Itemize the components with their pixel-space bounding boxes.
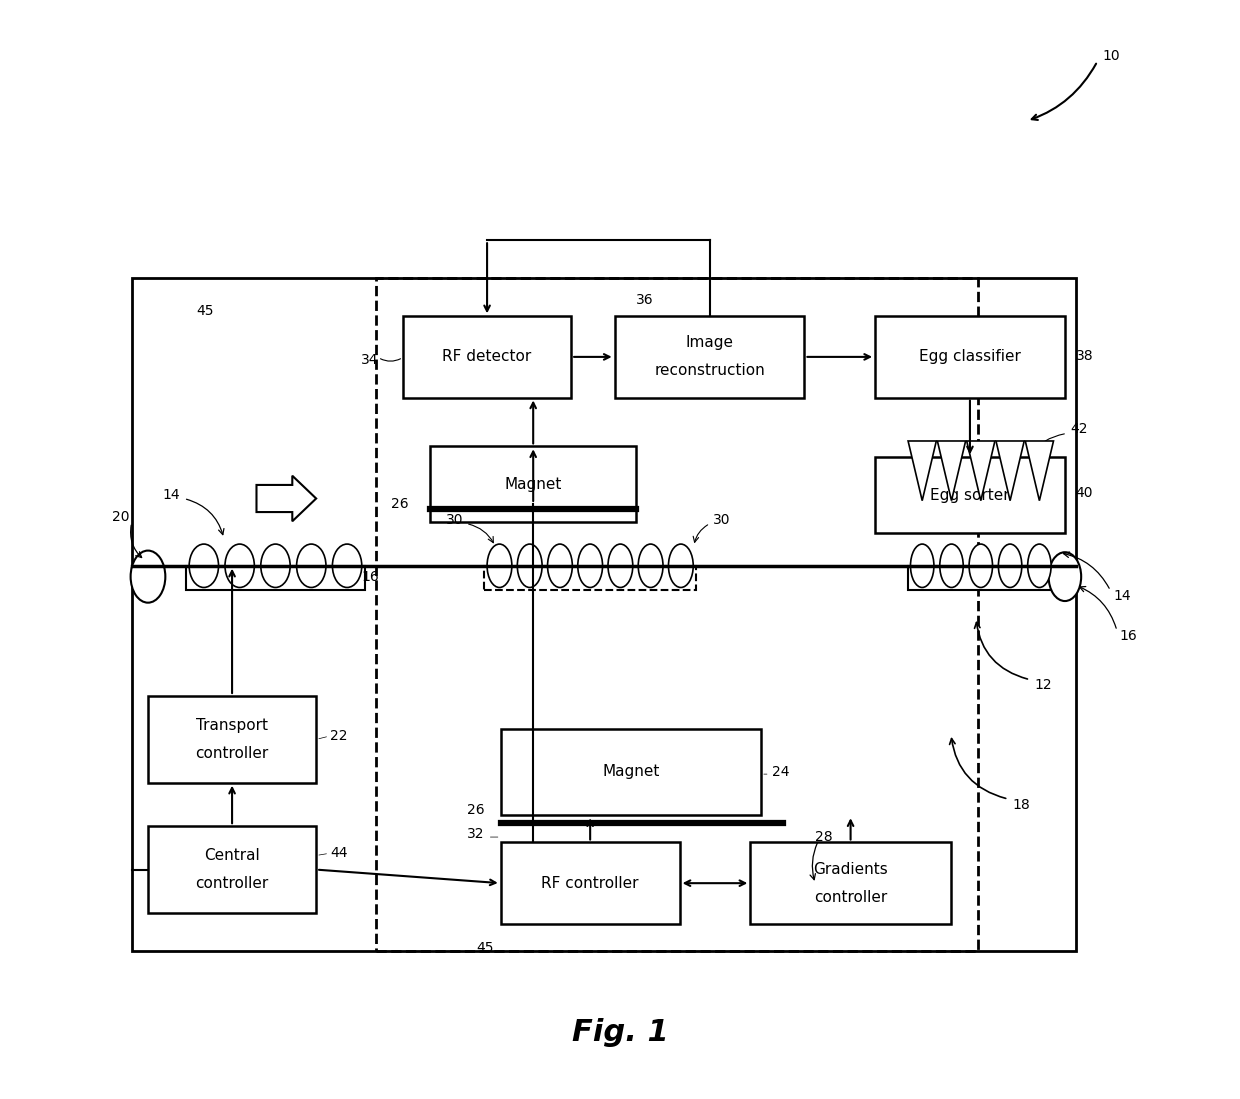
Ellipse shape (608, 544, 632, 588)
Text: 12: 12 (1034, 678, 1052, 692)
Bar (148, 826, 316, 913)
Text: controller: controller (196, 746, 269, 761)
Bar (430, 446, 636, 522)
Text: 28: 28 (816, 830, 833, 844)
Text: 22: 22 (330, 729, 347, 743)
Text: 24: 24 (773, 765, 790, 779)
Text: Magnet: Magnet (505, 477, 562, 492)
Text: Gradients: Gradients (813, 862, 888, 877)
Ellipse shape (970, 544, 992, 588)
Polygon shape (967, 441, 994, 501)
Text: 18: 18 (1013, 798, 1030, 811)
Text: RF controller: RF controller (542, 876, 639, 890)
Bar (501, 843, 680, 924)
Text: 30: 30 (446, 513, 464, 528)
Ellipse shape (260, 544, 290, 588)
Text: 38: 38 (1076, 349, 1094, 364)
Text: 45: 45 (197, 303, 215, 318)
Polygon shape (996, 441, 1024, 501)
Polygon shape (908, 441, 936, 501)
Ellipse shape (1028, 544, 1052, 588)
FancyArrow shape (257, 476, 316, 521)
Text: 16: 16 (1120, 630, 1137, 643)
Polygon shape (937, 441, 966, 501)
Text: 34: 34 (361, 353, 378, 367)
Text: Central: Central (205, 848, 260, 863)
Text: 45: 45 (476, 941, 495, 955)
Text: Image: Image (686, 335, 734, 351)
Bar (186, 566, 365, 590)
Bar (750, 843, 951, 924)
Ellipse shape (224, 544, 254, 588)
Ellipse shape (487, 544, 512, 588)
Ellipse shape (296, 544, 326, 588)
Text: Egg classifier: Egg classifier (919, 349, 1021, 365)
Ellipse shape (940, 544, 963, 588)
Text: controller: controller (196, 876, 269, 891)
Text: controller: controller (813, 890, 887, 904)
Text: 40: 40 (1076, 486, 1094, 500)
Ellipse shape (639, 544, 663, 588)
Text: 32: 32 (467, 826, 485, 841)
Ellipse shape (668, 544, 693, 588)
Text: 42: 42 (1070, 422, 1087, 436)
Bar (908, 566, 1054, 590)
Text: 30: 30 (713, 513, 730, 528)
Bar (131, 278, 1076, 951)
Ellipse shape (190, 544, 218, 588)
Text: 14: 14 (1114, 589, 1131, 603)
Bar (148, 696, 316, 782)
Text: Transport: Transport (196, 718, 268, 733)
Ellipse shape (910, 544, 934, 588)
Ellipse shape (332, 544, 362, 588)
Text: Egg sorter: Egg sorter (930, 488, 1009, 502)
Ellipse shape (130, 551, 165, 602)
Text: 16: 16 (361, 569, 379, 584)
Text: 10: 10 (1102, 48, 1121, 63)
Bar (403, 317, 572, 398)
Text: 26: 26 (391, 497, 408, 511)
Text: 14: 14 (162, 488, 181, 502)
Text: reconstruction: reconstruction (655, 364, 765, 378)
Text: 26: 26 (466, 803, 485, 817)
Text: Magnet: Magnet (603, 765, 660, 779)
Ellipse shape (578, 544, 603, 588)
Bar (376, 278, 978, 951)
Bar (875, 317, 1065, 398)
Ellipse shape (1049, 552, 1081, 601)
Ellipse shape (548, 544, 573, 588)
Text: 44: 44 (330, 846, 347, 861)
Polygon shape (1025, 441, 1054, 501)
Bar (615, 317, 805, 398)
Bar (501, 729, 761, 815)
Text: Fig. 1: Fig. 1 (572, 1018, 668, 1047)
Bar (485, 566, 696, 590)
Ellipse shape (517, 544, 542, 588)
Text: RF detector: RF detector (443, 349, 532, 365)
Text: 20: 20 (112, 510, 129, 524)
Ellipse shape (998, 544, 1022, 588)
Text: 36: 36 (636, 293, 653, 307)
Bar (875, 457, 1065, 533)
